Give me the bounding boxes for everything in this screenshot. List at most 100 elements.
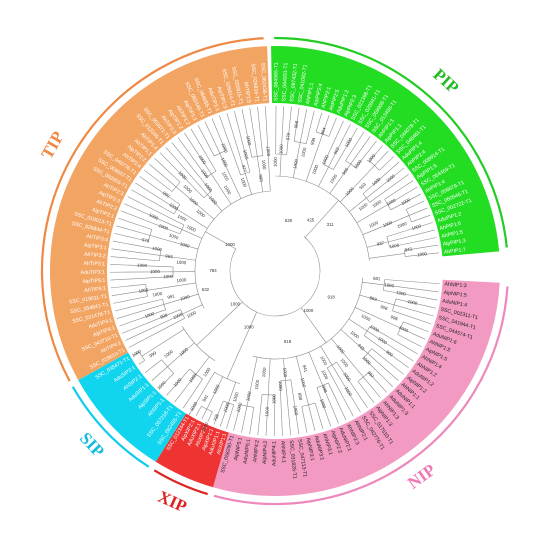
bootstrap-value: 1000 bbox=[417, 251, 428, 257]
leaf-branch bbox=[367, 330, 414, 362]
leaf-branch bbox=[368, 372, 388, 393]
subclade-branch bbox=[228, 382, 237, 404]
leaf-branch bbox=[395, 298, 436, 309]
leaf-label: AhPIP1:7 bbox=[444, 247, 467, 255]
leaf-branch bbox=[400, 327, 426, 340]
leaf-branch bbox=[110, 284, 146, 289]
leaf-label: AipNIP5:1 bbox=[233, 437, 244, 461]
bootstrap-value: 1000 bbox=[293, 405, 299, 416]
leaf-branch bbox=[369, 173, 409, 203]
bootstrap-value: 1000 bbox=[371, 199, 382, 209]
backbone-branch bbox=[226, 311, 257, 379]
clade-sectors bbox=[49, 45, 500, 496]
internal-bootstrap-value: 1000 bbox=[230, 302, 240, 307]
leaf-branch bbox=[112, 240, 161, 251]
internal-bootstrap-value: 784 bbox=[209, 268, 217, 273]
leaf-branch bbox=[144, 359, 162, 373]
internal-bootstrap-value: 528 bbox=[285, 218, 293, 223]
leaf-branch bbox=[322, 385, 339, 424]
leaf-branch bbox=[135, 182, 178, 210]
leaf-branch bbox=[165, 147, 208, 195]
leaf-label: AhNIP4:2 bbox=[252, 440, 260, 463]
leaf-label: AhTIP5:1 bbox=[84, 286, 106, 294]
leaf-label: AhTIP1:5 bbox=[242, 81, 251, 103]
leaf-branch bbox=[308, 404, 316, 432]
leaf-branch bbox=[328, 117, 337, 137]
bootstrap-value: 1000 bbox=[150, 269, 160, 274]
leaf-branch bbox=[116, 225, 151, 236]
leaf-branch bbox=[249, 107, 258, 157]
leaf-branch bbox=[127, 196, 185, 226]
leaf-branch bbox=[207, 411, 213, 422]
leaf-label: SSC_041082-T1 bbox=[297, 64, 309, 103]
leaf-branch bbox=[369, 145, 383, 162]
leaf-branch bbox=[174, 374, 197, 403]
leaf-branch bbox=[403, 321, 429, 333]
leaf-branch bbox=[290, 379, 300, 435]
bootstrap-value: 1000 bbox=[221, 171, 230, 182]
bootstrap-value: 1000 bbox=[176, 277, 187, 283]
leaf-branch bbox=[110, 264, 174, 268]
leaf-branch bbox=[131, 189, 175, 215]
clade-arc-pip bbox=[274, 36, 508, 248]
subclade-branch bbox=[167, 342, 195, 367]
bootstrap-value: 1000 bbox=[188, 196, 199, 206]
leaf-branch bbox=[211, 118, 226, 151]
leaf-branch bbox=[397, 334, 422, 347]
leaf-branch bbox=[336, 361, 368, 408]
leaf-branch bbox=[392, 310, 432, 325]
bootstrap-value: 1000 bbox=[349, 330, 360, 340]
leaf-branch bbox=[333, 127, 358, 170]
subclade-branch bbox=[175, 186, 215, 220]
clade-outer-arcs bbox=[40, 36, 509, 506]
bootstrap-value: 1000 bbox=[138, 287, 149, 293]
bootstrap-value: 1000 bbox=[396, 290, 407, 297]
clade-node-arc bbox=[252, 277, 364, 360]
bootstrap-value: 998 bbox=[310, 137, 317, 146]
leaf-label: AhTIP3:1 bbox=[83, 261, 105, 268]
backbone-branch bbox=[304, 200, 339, 238]
leaf-branch bbox=[265, 106, 268, 142]
leaf-branch bbox=[323, 120, 344, 165]
tree-branches bbox=[110, 106, 440, 436]
leaf-branch bbox=[363, 335, 409, 369]
bootstrap-value: 1000 bbox=[222, 402, 230, 413]
leaf-branch bbox=[166, 368, 190, 396]
leaf-label: AhPIP2:1 bbox=[321, 86, 333, 109]
backbone-branch bbox=[196, 301, 243, 346]
leaf-branch bbox=[219, 402, 229, 427]
bootstrap-value: 1000 bbox=[179, 241, 190, 249]
bootstrap-value: 937 bbox=[376, 240, 385, 247]
backbone-branch bbox=[205, 231, 236, 250]
leaf-branch bbox=[406, 200, 425, 210]
leaf-branch bbox=[133, 351, 140, 356]
bootstrap-value: 998 bbox=[390, 314, 399, 322]
leaf-label: SSC_062436-T1 bbox=[259, 63, 267, 102]
leaf-branch bbox=[408, 207, 428, 216]
leaf-branch bbox=[384, 284, 439, 293]
leaf-branch bbox=[119, 309, 166, 327]
leaf-branch bbox=[389, 237, 437, 248]
bootstrap-value: 1000 bbox=[242, 149, 249, 160]
bootstrap-value: 1000 bbox=[152, 246, 163, 253]
bootstrap-value: 1000 bbox=[236, 401, 243, 412]
bootstrap-value: 1000 bbox=[212, 383, 221, 394]
leaf-branch bbox=[384, 279, 440, 285]
bootstrap-value: 1000 bbox=[163, 274, 174, 280]
bootstrap-value: 1000 bbox=[377, 336, 388, 346]
leaf-branch bbox=[315, 112, 323, 133]
leaf-label: AipTIP3:1 bbox=[84, 242, 107, 251]
leaf-branch bbox=[182, 378, 203, 409]
leaf-branch bbox=[111, 290, 147, 296]
leaf-branch bbox=[125, 313, 183, 341]
subclade-branch bbox=[256, 156, 264, 192]
bootstrap-value: 1000 bbox=[321, 154, 330, 165]
bootstrap-value: 1000 bbox=[319, 355, 328, 366]
bootstrap-value: 1000 bbox=[344, 386, 354, 397]
bootstrap-value: 963 bbox=[165, 253, 173, 259]
bootstrap-value: 1000 bbox=[189, 401, 199, 412]
clade-arc-nip bbox=[213, 286, 509, 506]
bootstrap-value: 1000 bbox=[300, 147, 307, 158]
internal-bootstrap-value: 1000 bbox=[225, 242, 235, 247]
bootstrap-value: 1000 bbox=[300, 377, 307, 388]
